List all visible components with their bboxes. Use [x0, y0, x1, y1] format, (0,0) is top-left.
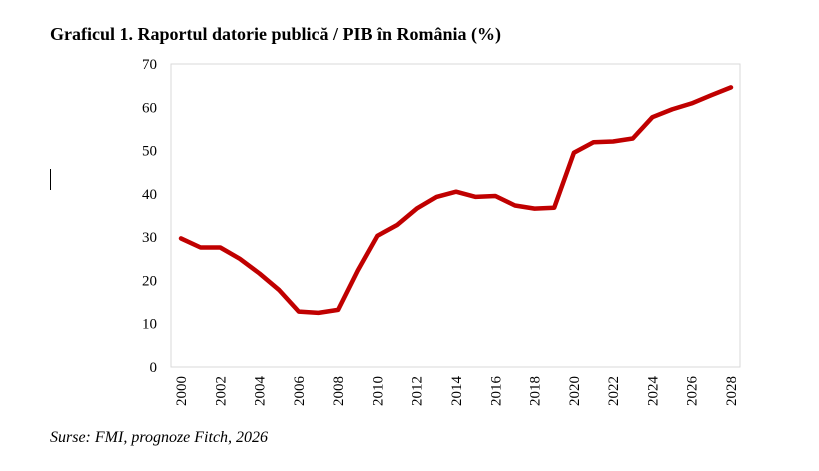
x-tick-label: 2022	[606, 376, 622, 406]
y-tick-label: 0	[150, 360, 158, 376]
x-tick-label: 2002	[213, 376, 229, 406]
x-tick-label: 2026	[685, 376, 701, 407]
series-layer	[178, 85, 734, 316]
y-tick-label: 30	[142, 230, 157, 246]
y-tick-label: 60	[142, 100, 157, 116]
y-tick-label: 40	[142, 187, 157, 203]
series-line	[178, 85, 734, 316]
chart-source: Surse: FMI, prognoze Fitch, 2026	[50, 429, 269, 446]
x-tick-label: 2014	[449, 376, 465, 407]
x-tick-label: 2006	[292, 376, 308, 407]
y-tick-label: 20	[142, 273, 157, 289]
x-tick-label: 2028	[724, 376, 740, 406]
y-tick-label: 50	[142, 144, 157, 160]
plot-area-border	[170, 63, 741, 368]
x-tick-label: 2024	[645, 376, 661, 407]
x-tick-label: 2010	[370, 376, 386, 406]
text-cursor-mark	[50, 169, 51, 190]
x-tick-label: 2016	[488, 376, 504, 407]
x-tick-label: 2004	[253, 376, 269, 407]
x-tick-label: 2020	[567, 376, 583, 406]
y-tick-label: 10	[142, 317, 157, 333]
y-axis-ticks: 0 10 20 30 40 50 60 70	[142, 57, 157, 376]
x-tick-label: 2012	[410, 376, 426, 406]
x-tick-label: 2000	[174, 376, 190, 406]
x-tick-label: 2018	[528, 376, 544, 406]
chart-title: Graficul 1. Raportul datorie publică / P…	[50, 24, 502, 44]
x-tick-label: 2008	[331, 376, 347, 406]
y-tick-label: 70	[142, 57, 157, 73]
x-axis-ticks: 2000 2002 2004 2006 2008 2010 2012 2014 2016 2018…	[174, 376, 740, 407]
